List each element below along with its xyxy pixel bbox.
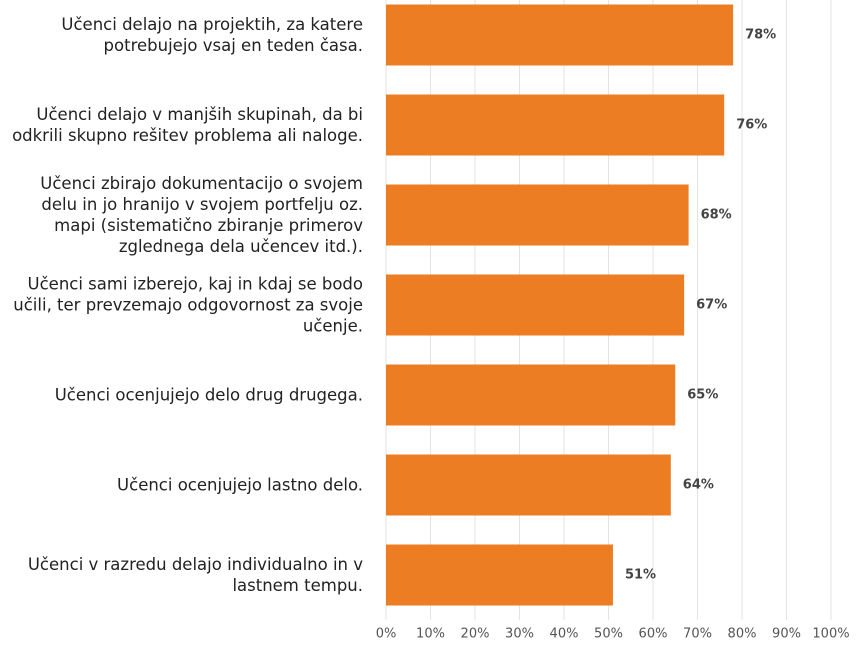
value-label: 68% xyxy=(701,208,732,223)
bar xyxy=(386,94,725,156)
value-label: 64% xyxy=(683,478,714,493)
value-label: 67% xyxy=(696,298,727,313)
x-tick-label: 30% xyxy=(505,627,534,642)
y-tick-label: Učenci v razredu delajo individualno in … xyxy=(27,555,363,595)
y-tick-label: Učenci ocenjujejo delo drug drugega. xyxy=(54,385,363,405)
x-tick-label: 90% xyxy=(772,627,801,642)
x-tick-label: 40% xyxy=(550,627,579,642)
value-label: 51% xyxy=(625,568,656,583)
bar xyxy=(386,454,671,516)
y-tick-label: Učenci delajo v manjših skupinah, da bi … xyxy=(12,105,363,145)
bar xyxy=(386,4,734,66)
y-tick-label: Učenci delajo na projektih, za katere po… xyxy=(61,15,363,55)
y-tick-label: Učenci sami izberejo, kaj in kdaj se bod… xyxy=(13,274,363,336)
x-tick-label: 0% xyxy=(376,627,397,642)
bar xyxy=(386,274,685,336)
value-label: 78% xyxy=(745,28,776,43)
x-tick-label: 60% xyxy=(639,627,668,642)
x-tick-label: 20% xyxy=(461,627,490,642)
x-tick-label: 80% xyxy=(728,627,757,642)
x-tick-label: 50% xyxy=(594,627,623,642)
y-tick-label: Učenci zbirajo dokumentacijo o svojem de… xyxy=(40,174,363,256)
x-tick-label: 70% xyxy=(683,627,712,642)
bar xyxy=(386,184,689,246)
y-tick-label: Učenci ocenjujejo lastno delo. xyxy=(117,475,363,495)
value-label: 65% xyxy=(687,388,718,403)
x-tick-label: 10% xyxy=(416,627,445,642)
x-tick-label: 100% xyxy=(812,627,849,642)
bar xyxy=(386,544,613,606)
value-label: 76% xyxy=(736,118,767,133)
bar xyxy=(386,364,676,426)
